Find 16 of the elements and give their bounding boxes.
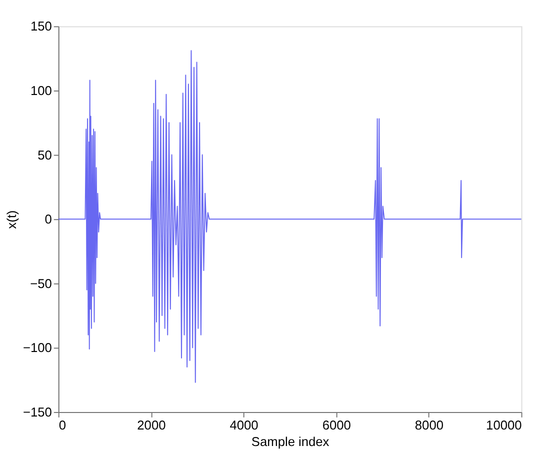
- y-tick-label: 100: [30, 82, 52, 98]
- x-tick-label: 4000: [230, 417, 258, 432]
- y-tick-label: 150: [30, 18, 52, 34]
- y-tick-label: −50: [30, 276, 52, 291]
- y-tick-label: 0: [44, 212, 52, 227]
- y-tick-label: 50: [38, 147, 52, 162]
- x-tick-label: 0: [58, 417, 66, 432]
- x-tick-label: 2000: [137, 417, 166, 432]
- line-series: [58, 50, 522, 383]
- y-tick-label: −100: [22, 340, 52, 356]
- y-axis-title: x(t): [4, 210, 20, 229]
- x-axis-title: Sample index: [251, 434, 330, 450]
- x-tick-label: 6000: [322, 417, 351, 432]
- y-tick-label: −150: [22, 404, 52, 420]
- x-tick-label: 10000: [486, 417, 522, 432]
- x-tick-label: 8000: [414, 417, 444, 432]
